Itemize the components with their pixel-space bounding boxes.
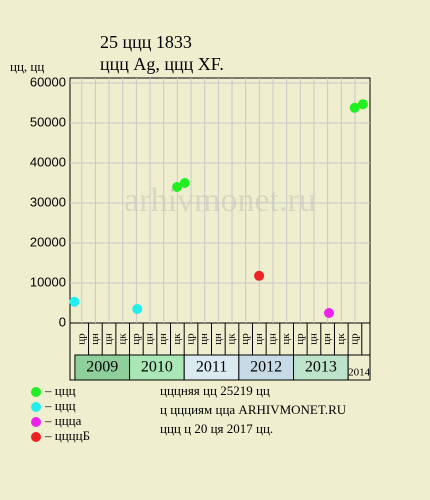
y-tick-label: 0 <box>59 314 66 329</box>
year-label: 2012 <box>250 359 282 376</box>
legend-label: – ццццБ <box>44 428 90 443</box>
y-tick-label: 10000 <box>30 274 66 289</box>
data-point <box>172 182 183 192</box>
y-tick-label: 20000 <box>30 234 66 249</box>
data-point <box>69 296 80 307</box>
x-tick-label: цн <box>198 333 210 345</box>
x-tick-label: цр <box>349 333 361 345</box>
y-tick-label: 60000 <box>30 74 66 89</box>
year-band <box>74 354 131 381</box>
x-tick-label: цн <box>157 333 169 345</box>
x-tick-label: цн <box>212 333 224 345</box>
year-label: 2010 <box>141 359 173 376</box>
year-band <box>183 354 240 381</box>
legend-label: – ццц <box>44 383 76 398</box>
year-band <box>238 354 294 381</box>
year-label: 2011 <box>196 359 227 376</box>
data-point <box>324 308 335 318</box>
x-tick-label: цн <box>321 333 333 345</box>
year-band <box>292 354 349 381</box>
legend-label: – ццц <box>44 398 76 413</box>
legend-marker <box>31 387 41 397</box>
x-tick-label: цк <box>280 333 292 345</box>
x-tick-label: цр <box>75 333 87 345</box>
x-tick-label: цр <box>130 333 142 345</box>
data-point <box>132 304 143 314</box>
data-point <box>254 270 265 281</box>
x-tick-label: цк <box>226 333 238 345</box>
y-tick-label: 40000 <box>30 154 66 169</box>
year-label: 2014 <box>348 367 371 379</box>
x-tick-label: цн <box>89 333 101 345</box>
x-tick-label: цн <box>103 333 115 345</box>
x-tick-label: цр <box>294 333 306 345</box>
data-point <box>357 99 368 110</box>
legend-label: – ццца <box>44 413 82 428</box>
year-band <box>347 354 371 381</box>
plot-area <box>69 77 371 324</box>
data-point <box>349 102 360 113</box>
x-tick-label: цн <box>253 333 265 345</box>
x-tick-label: цр <box>185 333 197 345</box>
x-tick-label: цн <box>308 333 320 345</box>
watermark: arhivmonet.ru <box>124 182 316 219</box>
x-tick-label: цн <box>267 333 279 345</box>
y-tick-label: 30000 <box>30 194 66 209</box>
x-tick-label: цк <box>116 333 128 345</box>
year-label: 2009 <box>86 359 118 376</box>
note: цццняя цц 25219 цц <box>160 383 270 398</box>
x-tick-label: цр <box>239 333 251 345</box>
data-point <box>179 178 190 188</box>
year-label: 2013 <box>305 359 337 376</box>
chart-title: 25 ццц 1833 <box>100 32 192 52</box>
note: ц ццциям цца ARHIVMONET.RU <box>160 402 347 417</box>
year-band <box>129 354 185 381</box>
y-axis-label: цц, цц <box>10 59 44 74</box>
note: ццц ц 20 ця 2017 цц. <box>160 421 273 436</box>
x-tick-label: цк <box>171 333 183 345</box>
x-tick-label: цн <box>144 333 156 345</box>
x-tick-label: цк <box>335 333 347 345</box>
chart-subtitle: ццц Ag, ццц XF. <box>100 54 224 74</box>
legend-marker <box>31 402 41 412</box>
legend-marker <box>31 417 41 427</box>
y-tick-label: 50000 <box>30 114 66 129</box>
legend-marker <box>31 432 41 442</box>
